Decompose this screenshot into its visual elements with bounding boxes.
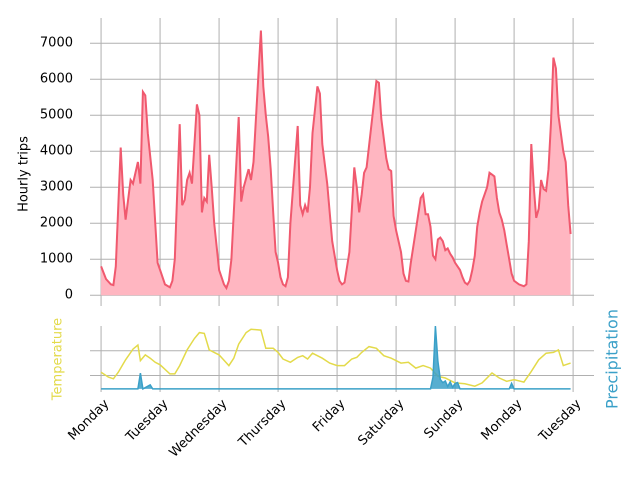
x-tick-label: Sunday [421,396,466,441]
x-tick-label: Wednesday [167,396,231,460]
line [100,30,572,291]
y-axis-label: Temperature [51,318,66,401]
y-tick-label: 4000 [40,144,73,159]
y-tick-label: 6000 [40,72,73,87]
precip-area [101,326,571,389]
y-tick-label: 2000 [40,216,73,231]
x-tick-label: Monday [65,396,112,443]
y-axis-label: Hourly trips [17,136,32,212]
x-tick-label: Monday [478,396,525,443]
area [101,30,571,296]
x-tick-label: Friday [310,396,349,435]
y2-axis-label: Precipitation [603,309,622,409]
line [101,325,571,391]
y-tick-label: 3000 [40,180,73,195]
y-tick-label: 1000 [40,252,73,267]
y-tick-label: 0 [65,288,73,303]
y-tick-label: 7000 [40,36,73,51]
x-tick-label: Thursday [235,396,289,450]
x-tick-label: Saturday [355,396,407,448]
x-tick-label: Tuesday [123,396,172,445]
line [100,328,571,387]
x-tick-label: Tuesday [536,396,585,445]
y-tick-label: 5000 [40,108,73,123]
